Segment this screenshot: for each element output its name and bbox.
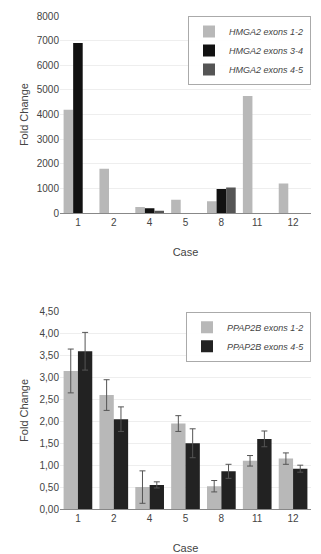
svg-text:0,50: 0,50 bbox=[40, 482, 60, 493]
svg-text:2,50: 2,50 bbox=[40, 394, 60, 405]
svg-text:HMGA2 exons 3-4: HMGA2 exons 3-4 bbox=[229, 46, 303, 56]
svg-text:11: 11 bbox=[252, 513, 263, 524]
svg-text:1,50: 1,50 bbox=[40, 438, 60, 449]
svg-text:2000: 2000 bbox=[37, 158, 60, 169]
svg-text:Case: Case bbox=[173, 246, 199, 258]
svg-text:1,00: 1,00 bbox=[40, 460, 60, 471]
svg-text:3,50: 3,50 bbox=[40, 350, 60, 361]
svg-text:1000: 1000 bbox=[37, 183, 60, 194]
svg-text:7000: 7000 bbox=[37, 35, 60, 46]
svg-text:HMGA2 exons 4-5: HMGA2 exons 4-5 bbox=[229, 65, 304, 75]
svg-text:5: 5 bbox=[183, 217, 189, 228]
svg-text:Fold Change: Fold Change bbox=[18, 379, 30, 442]
svg-text:8000: 8000 bbox=[37, 11, 60, 22]
svg-text:8: 8 bbox=[219, 513, 225, 524]
svg-text:PPAP2B exons 4-5: PPAP2B exons 4-5 bbox=[227, 342, 304, 352]
svg-text:11: 11 bbox=[252, 217, 263, 228]
svg-text:2,00: 2,00 bbox=[40, 416, 60, 427]
svg-text:4: 4 bbox=[147, 513, 153, 524]
svg-text:12: 12 bbox=[288, 217, 300, 228]
svg-text:Fold Change: Fold Change bbox=[18, 83, 30, 146]
svg-text:2: 2 bbox=[111, 513, 117, 524]
svg-text:PPAP2B exons 1-2: PPAP2B exons 1-2 bbox=[227, 323, 303, 333]
svg-text:2: 2 bbox=[111, 217, 117, 228]
svg-text:8: 8 bbox=[219, 217, 225, 228]
svg-text:4000: 4000 bbox=[37, 109, 60, 120]
svg-text:0,00: 0,00 bbox=[40, 504, 60, 515]
svg-text:4,50: 4,50 bbox=[40, 306, 60, 317]
svg-text:6000: 6000 bbox=[37, 60, 60, 71]
svg-text:1: 1 bbox=[75, 217, 81, 228]
svg-text:0: 0 bbox=[53, 208, 59, 219]
svg-text:1: 1 bbox=[75, 513, 81, 524]
svg-text:5: 5 bbox=[183, 513, 189, 524]
svg-text:5000: 5000 bbox=[37, 84, 60, 95]
svg-text:3,00: 3,00 bbox=[40, 372, 60, 383]
svg-text:Case: Case bbox=[173, 542, 199, 554]
svg-text:12: 12 bbox=[288, 513, 300, 524]
svg-text:3000: 3000 bbox=[37, 134, 60, 145]
svg-text:HMGA2 exons 1-2: HMGA2 exons 1-2 bbox=[229, 27, 303, 37]
svg-text:4: 4 bbox=[147, 217, 153, 228]
svg-text:4,00: 4,00 bbox=[40, 328, 60, 339]
